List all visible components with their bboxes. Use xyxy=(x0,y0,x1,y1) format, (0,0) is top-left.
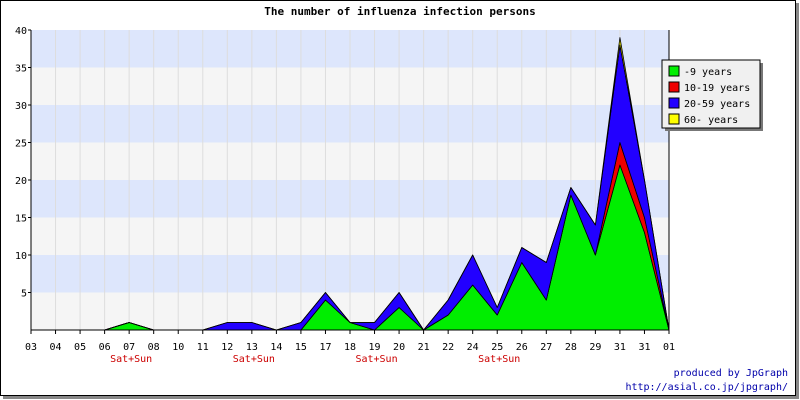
x-tick-label-7: 11 xyxy=(197,342,209,353)
y-tick-label-6: 35 xyxy=(15,64,27,75)
x-tick-label-12: 17 xyxy=(319,342,331,353)
y-tick-label-1: 10 xyxy=(15,251,27,262)
x-tick-label-4: 07 xyxy=(123,342,135,353)
x-tick-label-1: 04 xyxy=(50,342,62,353)
x-tick-label-2: 05 xyxy=(74,342,86,353)
legend-label-3: 60- years xyxy=(684,115,738,126)
x-tick-label-23: 29 xyxy=(589,342,601,353)
weekend-labels: Sat+Sun Sat+Sun Sat+Sun Sat+Sun xyxy=(110,354,520,365)
x-tick-label-18: 24 xyxy=(467,342,479,353)
legend-label-1: 10-19 years xyxy=(684,83,750,94)
x-tick-label-9: 13 xyxy=(246,342,258,353)
x-tick-label-16: 21 xyxy=(418,342,430,353)
x-tick-label-17: 22 xyxy=(442,342,454,353)
x-tick-label-19: 25 xyxy=(491,342,503,353)
x-tick-label-21: 27 xyxy=(540,342,552,353)
weekend-label-1: Sat+Sun xyxy=(233,354,275,365)
x-tick-label-26: 01 xyxy=(663,342,675,353)
x-tick-label-13: 18 xyxy=(344,342,356,353)
x-tick-label-25: 31 xyxy=(638,342,650,353)
x-tick-label-5: 08 xyxy=(148,342,160,353)
y-tick-labels: 5 10 15 20 25 30 35 40 xyxy=(15,26,31,300)
x-tick-label-20: 26 xyxy=(516,342,528,353)
x-tick-labels: 03 04 05 06 07 08 10 11 12 13 14 15 17 18 19 20 21 22 24 25… xyxy=(25,342,675,353)
y-tick-label-2: 15 xyxy=(15,214,27,225)
x-tick-label-15: 20 xyxy=(393,342,405,353)
credit-line-1: produced by JpGraph xyxy=(674,368,788,379)
x-tick-label-14: 19 xyxy=(369,342,381,353)
x-tick-label-8: 12 xyxy=(221,342,233,353)
x-tick-label-22: 28 xyxy=(565,342,577,353)
x-tick-label-3: 06 xyxy=(99,342,111,353)
x-tick-label-0: 03 xyxy=(25,342,37,353)
weekend-label-0: Sat+Sun xyxy=(110,354,152,365)
legend-swatch-0 xyxy=(668,65,680,77)
x-tick-label-10: 14 xyxy=(270,342,282,353)
weekend-label-2: Sat+Sun xyxy=(355,354,397,365)
legend-label-0: -9 years xyxy=(684,67,732,78)
x-tick-label-11: 15 xyxy=(295,342,307,353)
y-tick-label-0: 5 xyxy=(21,289,27,300)
weekend-label-3: Sat+Sun xyxy=(478,354,520,365)
y-tick-label-7: 40 xyxy=(15,26,27,37)
credit-line-2: http://asial.co.jp/jpgraph/ xyxy=(625,382,788,393)
y-tick-label-5: 30 xyxy=(15,101,27,112)
y-tick-label-3: 20 xyxy=(15,176,27,187)
legend-swatch-2 xyxy=(668,97,680,109)
legend: -9 years 10-19 years 20-59 years 60- years xyxy=(661,59,763,131)
legend-swatch-3 xyxy=(668,113,680,125)
chart-title: The number of influenza infection person… xyxy=(264,5,536,18)
legend-swatch-1 xyxy=(668,81,680,93)
legend-label-2: 20-59 years xyxy=(684,99,750,110)
x-tick-label-24: 31 xyxy=(614,342,626,353)
x-tick-label-6: 10 xyxy=(172,342,184,353)
y-tick-label-4: 25 xyxy=(15,139,27,150)
